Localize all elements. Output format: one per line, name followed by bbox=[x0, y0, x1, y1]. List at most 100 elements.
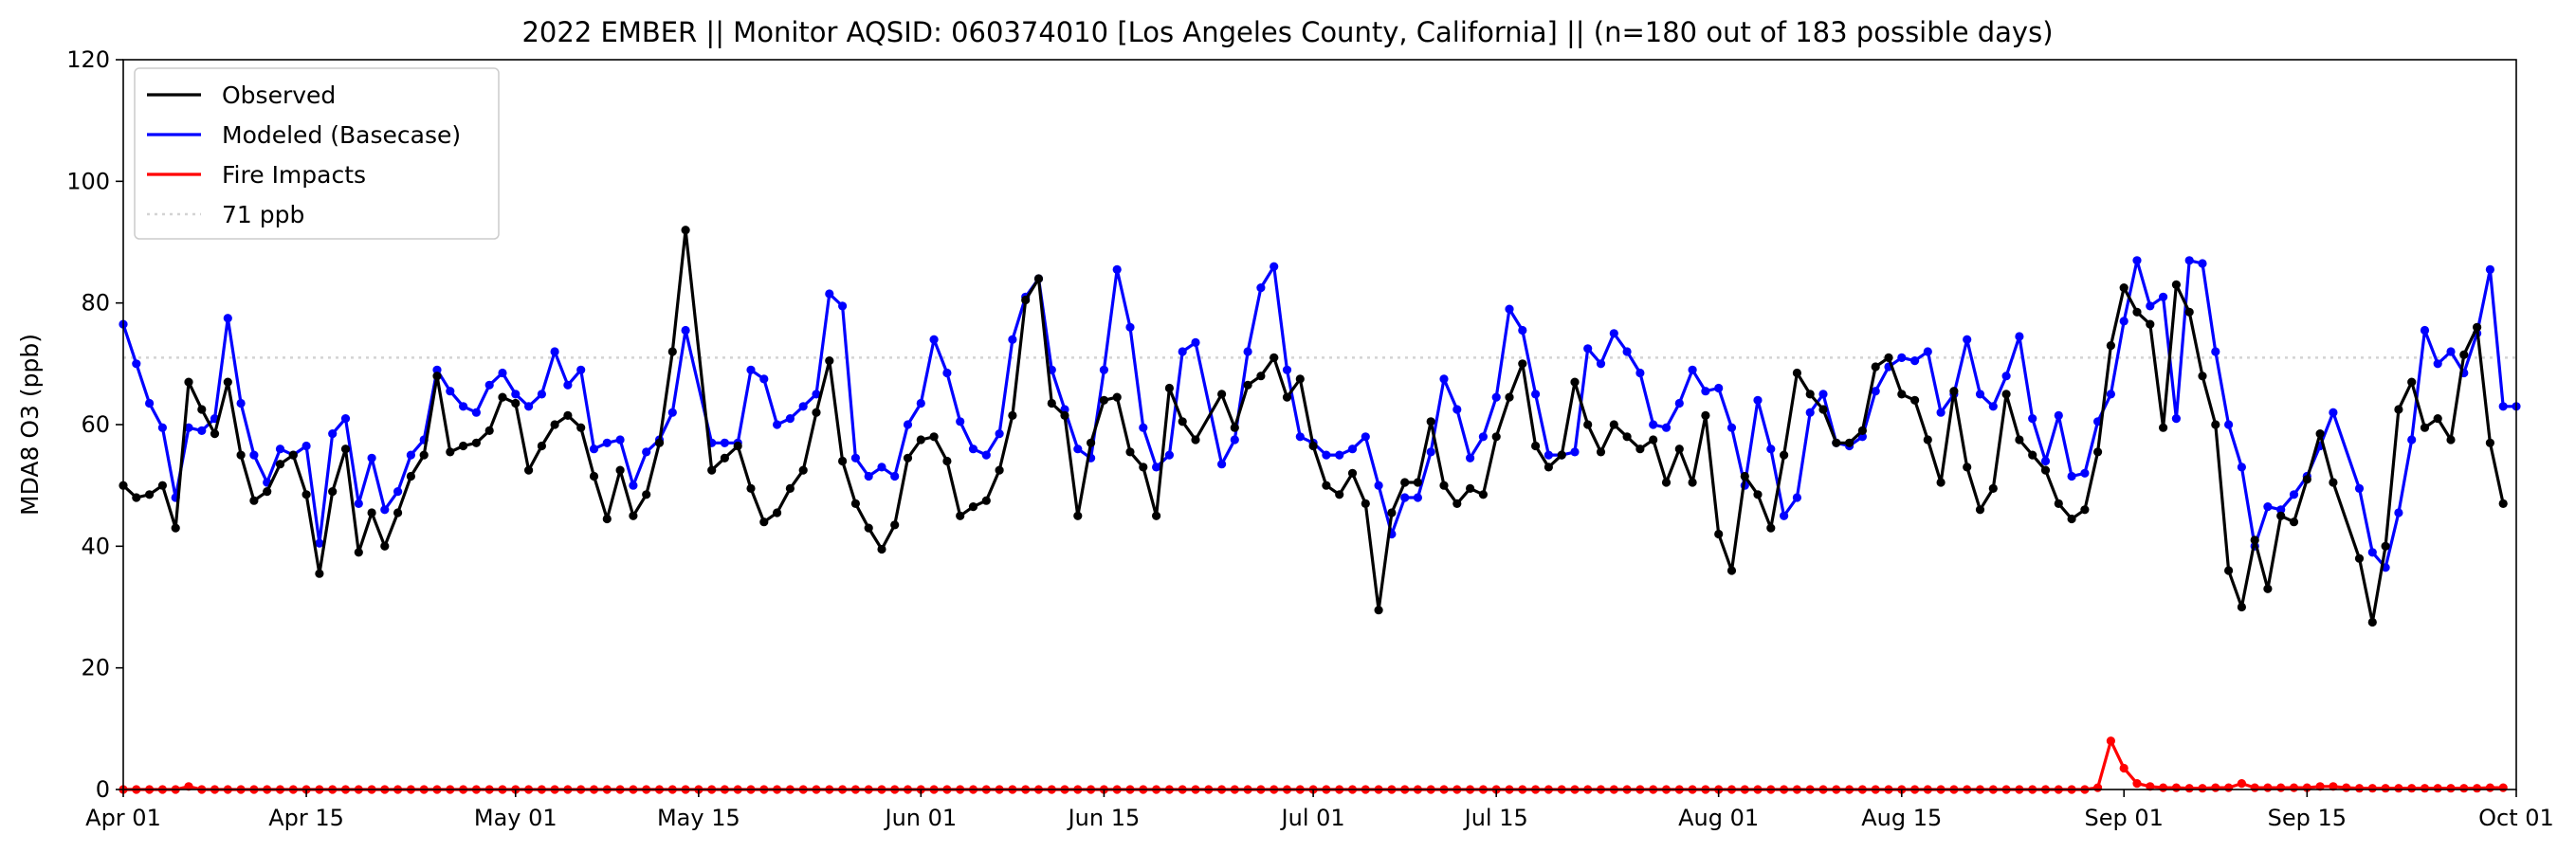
data-point bbox=[733, 441, 742, 451]
series-observed bbox=[119, 226, 2508, 627]
data-point bbox=[315, 538, 324, 548]
data-point bbox=[916, 398, 925, 408]
data-point bbox=[1818, 390, 1828, 399]
data-point bbox=[1178, 347, 1187, 356]
data-point bbox=[419, 450, 429, 460]
data-point bbox=[602, 514, 612, 524]
data-point bbox=[2289, 783, 2299, 792]
data-point bbox=[1322, 450, 1331, 460]
data-point bbox=[2354, 784, 2365, 793]
data-point bbox=[484, 380, 494, 390]
data-point bbox=[707, 465, 717, 475]
data-point bbox=[1452, 405, 1462, 414]
x-tick-label: Jun 15 bbox=[1067, 805, 1141, 831]
data-point bbox=[838, 301, 848, 311]
data-point bbox=[2354, 483, 2365, 493]
data-point bbox=[1910, 356, 1920, 366]
data-point bbox=[2171, 783, 2181, 792]
data-point bbox=[2420, 784, 2430, 793]
data-point bbox=[890, 520, 900, 530]
y-tick-label: 100 bbox=[66, 168, 110, 194]
data-point bbox=[498, 392, 507, 402]
data-point bbox=[1570, 377, 1580, 387]
data-point bbox=[1478, 432, 1488, 442]
data-point bbox=[2093, 447, 2103, 457]
data-point bbox=[550, 420, 559, 429]
data-point bbox=[1466, 483, 1475, 493]
data-point bbox=[1217, 460, 1227, 469]
data-point bbox=[1805, 390, 1815, 399]
data-point bbox=[2459, 784, 2469, 793]
data-point bbox=[812, 390, 821, 399]
data-point bbox=[2159, 783, 2168, 792]
data-point bbox=[1897, 353, 1907, 362]
data-point bbox=[184, 782, 193, 791]
data-point bbox=[524, 402, 534, 411]
data-point bbox=[2302, 475, 2311, 484]
data-point bbox=[1099, 395, 1108, 405]
data-point bbox=[1505, 304, 1514, 314]
data-point bbox=[459, 402, 468, 411]
data-point bbox=[1400, 493, 1410, 502]
data-point bbox=[1491, 432, 1501, 442]
data-point bbox=[1491, 392, 1501, 402]
data-point bbox=[1164, 383, 1174, 393]
data-point bbox=[498, 368, 507, 378]
x-tick-label: Jun 01 bbox=[883, 805, 957, 831]
data-point bbox=[785, 483, 795, 493]
data-point bbox=[1139, 423, 1148, 432]
data-point bbox=[1295, 432, 1305, 442]
legend-frame bbox=[134, 67, 500, 240]
data-point bbox=[2184, 784, 2194, 793]
legend-label: 71 ppb bbox=[222, 201, 304, 228]
data-point bbox=[2171, 414, 2181, 424]
data-point bbox=[2132, 307, 2142, 317]
legend-label: Observed bbox=[222, 82, 336, 109]
data-point bbox=[275, 445, 285, 454]
data-point bbox=[1217, 390, 1227, 399]
data-point bbox=[197, 426, 207, 435]
y-tick-label: 40 bbox=[81, 533, 110, 559]
data-point bbox=[2407, 784, 2417, 793]
data-point bbox=[1622, 432, 1632, 442]
data-point bbox=[171, 523, 180, 533]
data-point bbox=[2342, 783, 2351, 792]
data-point bbox=[1609, 329, 1618, 338]
data-point bbox=[2237, 779, 2246, 789]
x-tick-label: Jul 15 bbox=[1463, 805, 1528, 831]
data-point bbox=[2054, 499, 2063, 509]
data-point bbox=[1033, 274, 1044, 283]
data-point bbox=[2276, 511, 2286, 520]
data-point bbox=[537, 390, 547, 399]
data-point bbox=[1531, 441, 1541, 451]
data-point bbox=[2106, 341, 2115, 351]
data-point bbox=[916, 435, 925, 445]
data-point bbox=[2263, 783, 2273, 792]
data-point bbox=[354, 548, 363, 557]
data-point bbox=[1099, 365, 1108, 374]
data-point bbox=[2054, 410, 2063, 420]
data-point bbox=[1073, 445, 1083, 454]
data-point bbox=[2171, 280, 2181, 289]
data-point bbox=[1674, 445, 1684, 454]
data-point bbox=[1544, 450, 1553, 460]
data-point bbox=[1726, 566, 1737, 575]
data-point bbox=[1164, 450, 1174, 460]
data-point bbox=[1374, 606, 1383, 615]
data-point bbox=[2394, 508, 2403, 517]
y-tick-label: 120 bbox=[66, 46, 110, 73]
data-point bbox=[2015, 435, 2024, 445]
data-point bbox=[1466, 453, 1475, 463]
data-point bbox=[681, 226, 690, 235]
data-point bbox=[1361, 499, 1370, 509]
x-tick-label: Aug 01 bbox=[1678, 805, 1759, 831]
data-point bbox=[1073, 511, 1083, 520]
data-point bbox=[1949, 387, 1959, 396]
data-point bbox=[576, 423, 586, 432]
data-point bbox=[877, 544, 886, 554]
data-point bbox=[929, 335, 939, 344]
data-point bbox=[2080, 505, 2090, 515]
data-point bbox=[2119, 283, 2128, 293]
data-point bbox=[1518, 325, 1527, 336]
data-point bbox=[2407, 435, 2417, 445]
